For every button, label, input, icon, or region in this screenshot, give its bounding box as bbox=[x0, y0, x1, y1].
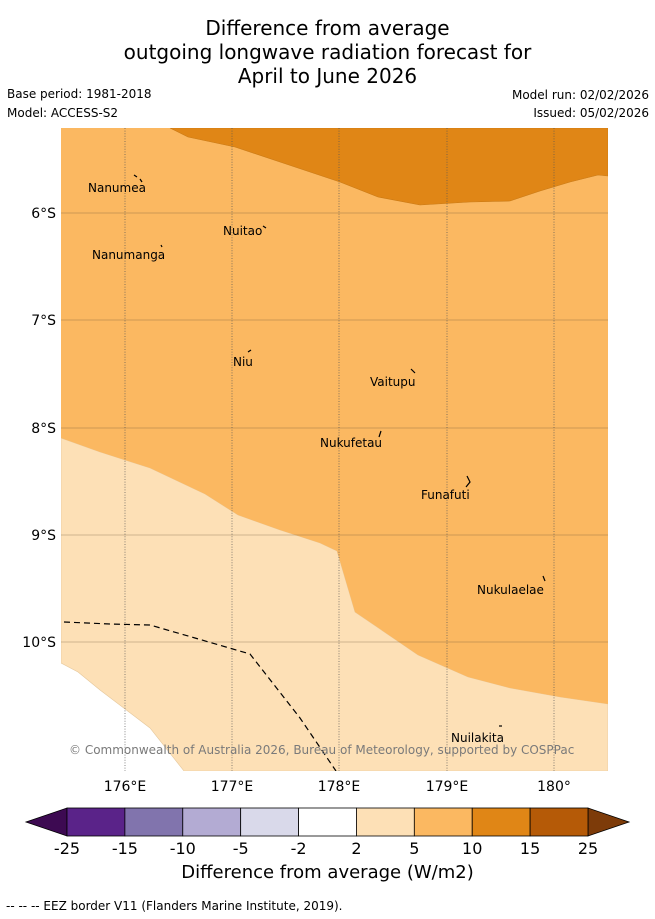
island-vaitupu-shape bbox=[410, 368, 416, 374]
lat-label-9s: 9°S bbox=[31, 528, 56, 544]
lat-label-6s: 6°S bbox=[31, 206, 56, 222]
lon-label-179e: 179°E bbox=[426, 779, 469, 795]
islands bbox=[133, 174, 546, 727]
place-nanumea: Nanumea bbox=[88, 181, 146, 195]
place-nukufetau: Nukufetau bbox=[320, 436, 382, 450]
colorbar-tick-label: 5 bbox=[409, 839, 419, 858]
colorbar-segment bbox=[529, 807, 589, 837]
lat-label-10s: 10°S bbox=[22, 635, 56, 651]
place-niu: Niu bbox=[233, 355, 253, 369]
lat-label-8s: 8°S bbox=[31, 421, 56, 437]
colorbar-tick-label: -25 bbox=[54, 839, 80, 858]
colorbar-tick-label: -2 bbox=[291, 839, 307, 858]
eez-border bbox=[63, 621, 337, 771]
model-name: Model: ACCESS-S2 bbox=[7, 106, 119, 120]
colorbar-segment bbox=[413, 807, 473, 837]
island-nuitao-shape bbox=[262, 225, 267, 229]
island-nukulaelae-shape bbox=[542, 575, 546, 582]
model-run: Model run: 02/02/2026 bbox=[511, 88, 649, 102]
colorbar-tick-label: -10 bbox=[170, 839, 196, 858]
colorbar-under-arrow bbox=[24, 807, 68, 837]
place-nanumanga: Nanumanga bbox=[92, 248, 165, 262]
colorbar-segment bbox=[298, 807, 357, 837]
place-nuitao: Nuitao bbox=[223, 224, 262, 238]
colorbar-segment bbox=[124, 807, 184, 837]
map-title: Difference from average outgoing longwav… bbox=[0, 16, 655, 88]
colorbar-tick-label: 10 bbox=[462, 839, 482, 858]
colorbar-tick-label: 2 bbox=[351, 839, 361, 858]
lon-axis-labels: 176°E 177°E 178°E 179°E 180° bbox=[104, 779, 571, 795]
colorbar-tick-label: -15 bbox=[112, 839, 138, 858]
base-period: Base period: 1981-2018 bbox=[7, 87, 152, 101]
colorbar-segment bbox=[471, 807, 531, 837]
issued-date: Issued: 05/02/2026 bbox=[533, 106, 649, 120]
graticule bbox=[124, 128, 555, 771]
map-area: Nanumea Nuitao Nanumanga Niu Vaitupu Nuk… bbox=[61, 128, 608, 771]
copyright-notice: © Commonwealth of Australia 2026, Bureau… bbox=[69, 743, 574, 757]
title-line-3: April to June 2026 bbox=[237, 64, 418, 88]
colorbar-segment bbox=[66, 807, 126, 837]
colorbar-tick-label: 15 bbox=[520, 839, 540, 858]
colorbar-tick-label: -5 bbox=[233, 839, 249, 858]
island-niu-shape bbox=[247, 349, 252, 353]
place-vaitupu: Vaitupu bbox=[370, 375, 416, 389]
title-line-2: outgoing longwave radiation forecast for bbox=[123, 40, 532, 64]
place-nukulaelae: Nukulaelae bbox=[477, 583, 544, 597]
colorbar-segment bbox=[240, 807, 299, 837]
anomaly-zone-5-to-10 bbox=[61, 128, 608, 704]
parallels bbox=[61, 212, 608, 643]
lon-label-176e: 176°E bbox=[104, 779, 147, 795]
colorbar: -25 -15 -10 -5 -2 2 5 10 15 25 bbox=[24, 807, 631, 858]
island-funafuti-shape bbox=[465, 475, 471, 488]
lon-label-177e: 177°E bbox=[211, 779, 254, 795]
lon-label-180: 180° bbox=[537, 779, 571, 795]
island-nanumea-shape bbox=[133, 174, 143, 183]
lat-axis-labels: 6°S 7°S 8°S 9°S 10°S bbox=[22, 206, 56, 651]
title-line-1: Difference from average bbox=[205, 16, 450, 40]
island-nanumanga-shape bbox=[160, 244, 163, 248]
lon-label-178e: 178°E bbox=[318, 779, 361, 795]
eez-legend-note: -- -- -- EEZ border V11 (Flanders Marine… bbox=[6, 899, 343, 913]
island-nukufetau-shape bbox=[378, 430, 382, 438]
lat-label-7s: 7°S bbox=[31, 313, 56, 329]
anomaly-zone-10-to-15 bbox=[169, 128, 608, 206]
colorbar-label: Difference from average (W/m2) bbox=[181, 862, 474, 883]
colorbar-segment bbox=[356, 807, 415, 837]
colorbar-segment bbox=[182, 807, 242, 837]
place-funafuti: Funafuti bbox=[421, 488, 470, 502]
colorbar-over-arrow bbox=[587, 807, 631, 837]
colorbar-tick-label: 25 bbox=[578, 839, 598, 858]
place-nuilakita: Nuilakita bbox=[451, 731, 504, 745]
place-labels: Nanumea Nuitao Nanumanga Niu Vaitupu Nuk… bbox=[88, 181, 544, 745]
